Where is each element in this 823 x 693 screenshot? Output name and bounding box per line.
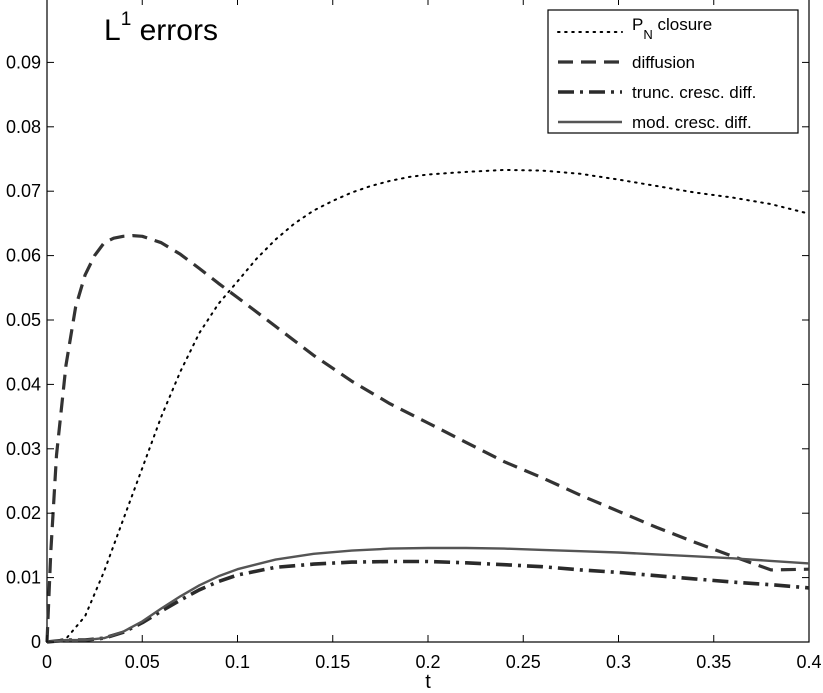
y-tick-label: 0 (31, 632, 41, 652)
legend-label-1: PN closure (632, 15, 712, 42)
series-line-1 (46, 168, 810, 643)
chart-title-superscript: 1 (121, 9, 132, 30)
x-tick-label: 0.35 (696, 652, 731, 672)
x-tick-label: 0.25 (506, 652, 541, 672)
y-tick-label: 0.02 (6, 503, 41, 523)
x-tick-label: 0.3 (606, 652, 631, 672)
chart-title-suffix: errors (131, 14, 218, 47)
y-tick-label: 0.03 (6, 439, 41, 459)
chart-title-main: L (104, 14, 121, 47)
x-tick-label: 0 (42, 652, 52, 672)
legend-label-suffix: closure (653, 15, 713, 34)
legend-label-3: trunc. cresc. diff. (632, 83, 756, 102)
x-tick-label: 0.4 (796, 652, 821, 672)
series-line-2 (45, 234, 810, 643)
legend-label-4: mod. cresc. diff. (632, 113, 752, 132)
y-tick-label: 0.08 (6, 117, 41, 137)
legend-label-2: diffusion (632, 53, 695, 72)
chart-title: L1 errors (104, 9, 218, 47)
x-axis-label: t (425, 671, 431, 693)
series-layer (45, 168, 810, 644)
y-tick-label: 0.01 (6, 568, 41, 588)
legend: PN closure diffusion trunc. cresc. diff. mo… (547, 9, 799, 134)
x-axis: 0 0.05 0.1 0.15 0.2 0.25 0.3 0.35 0.4 (42, 0, 822, 672)
legend-box (547, 9, 799, 134)
y-tick-label: 0.06 (6, 246, 41, 266)
y-tick-label: 0.04 (6, 374, 41, 394)
y-tick-label: 0.05 (6, 310, 41, 330)
legend-label-subscript: N (643, 27, 652, 42)
x-tick-label: 0.1 (225, 652, 250, 672)
x-tick-label: 0.2 (415, 652, 440, 672)
svg-text:L1 errors: L1 errors (104, 9, 218, 47)
legend-items: PN closure diffusion trunc. cresc. diff. mo… (557, 15, 756, 132)
x-tick-label: 0.05 (125, 652, 160, 672)
y-tick-label: 0.09 (6, 52, 41, 72)
series-line-3 (46, 559, 810, 644)
y-axis: 0 0.01 0.02 0.03 0.04 0.05 0.06 0.07 0.08 0.09 (6, 52, 809, 652)
x-tick-label: 0.15 (315, 652, 350, 672)
series-line-4 (46, 546, 810, 644)
y-tick-label: 0.07 (6, 181, 41, 201)
legend-label-main: P (632, 15, 643, 34)
